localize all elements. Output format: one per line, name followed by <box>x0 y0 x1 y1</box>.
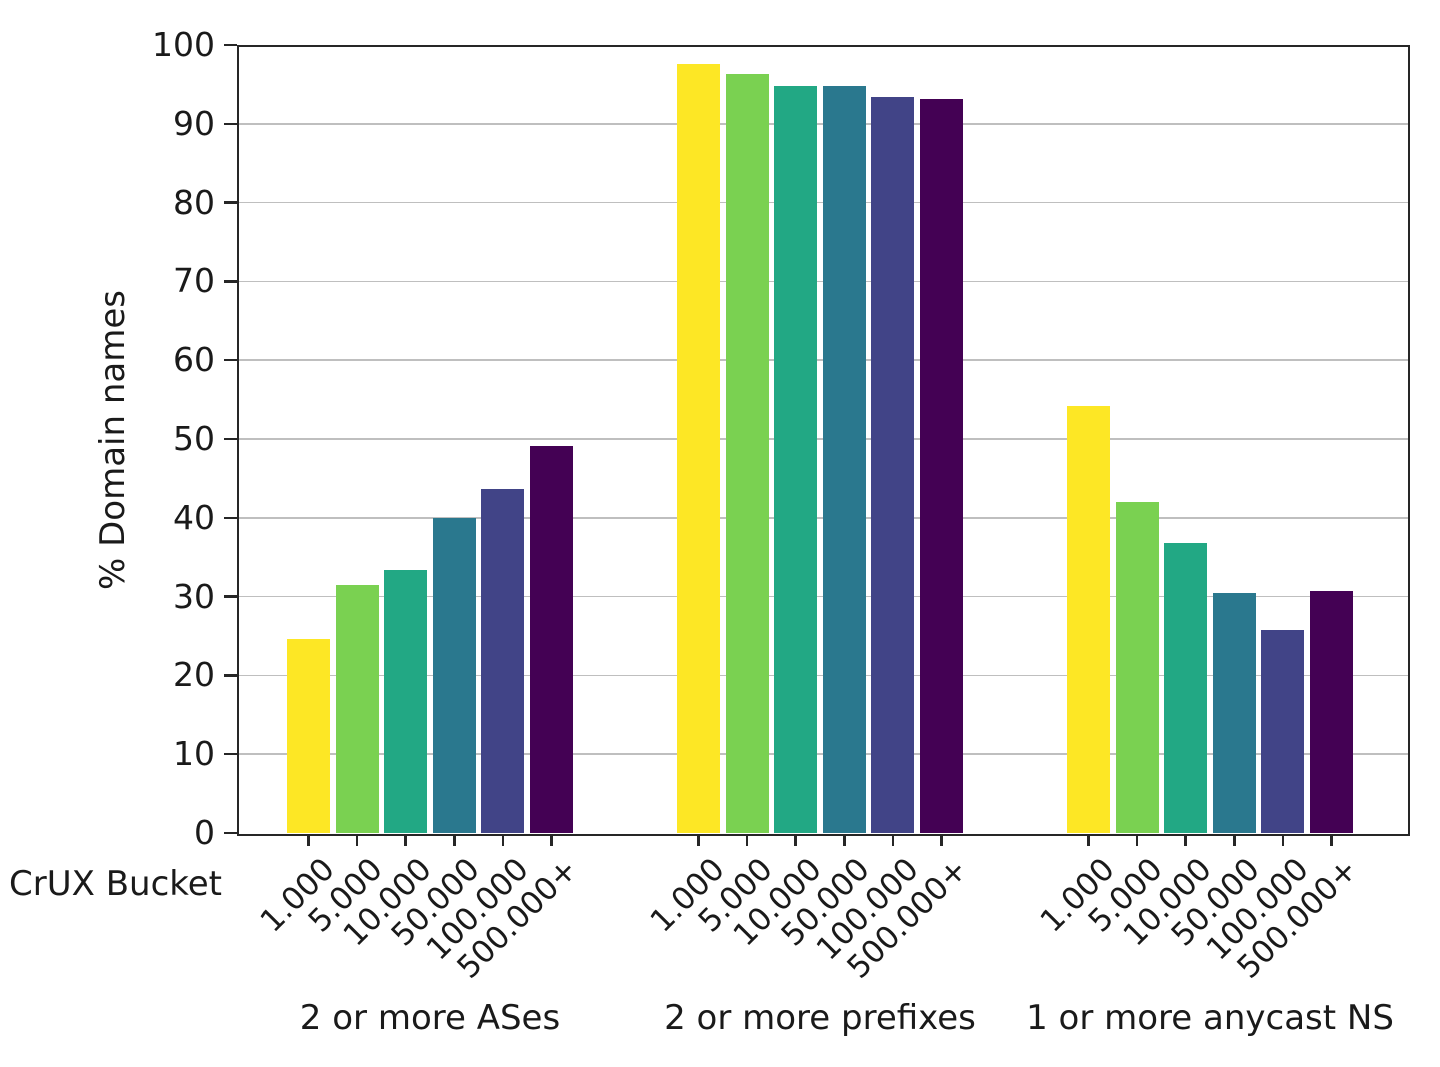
y-tick-label: 100 <box>152 25 215 64</box>
y-tick-label: 20 <box>173 655 215 695</box>
x-tick <box>453 835 456 846</box>
bar-1-or-more-anycast-ns-500.000+ <box>1310 591 1353 833</box>
bar-1-or-more-anycast-ns-10.000 <box>1164 543 1207 833</box>
y-tick <box>224 122 237 126</box>
y-tick-label: 40 <box>173 497 215 537</box>
y-tick <box>224 43 237 47</box>
x-tick <box>843 835 846 846</box>
y-tick <box>224 831 237 835</box>
group-label: 2 or more prefixes <box>664 998 976 1038</box>
bar-2-or-more-ases-500.000+ <box>530 446 573 833</box>
x-axis-caption: CrUX Bucket <box>9 864 222 904</box>
y-tick-label: 90 <box>173 103 215 143</box>
x-tick <box>794 835 797 846</box>
y-tick-label: 0 <box>194 813 215 852</box>
x-tick <box>1135 835 1139 846</box>
bar-1-or-more-anycast-ns-50.000 <box>1213 593 1256 833</box>
bar-2-or-more-prefixes-500.000+ <box>920 98 963 833</box>
x-tick <box>355 835 359 846</box>
x-tick <box>697 835 700 846</box>
y-tick <box>224 437 237 441</box>
bar-1-or-more-anycast-ns-5.000 <box>1116 502 1159 833</box>
x-tick <box>550 835 553 846</box>
y-tick <box>224 595 237 598</box>
x-tick <box>745 835 749 846</box>
bar-2-or-more-prefixes-100.000 <box>871 97 914 833</box>
y-tick <box>224 674 237 677</box>
x-tick <box>307 835 310 846</box>
y-tick-label: 80 <box>173 182 215 222</box>
x-tick <box>1087 835 1090 846</box>
x-tick <box>1233 835 1236 846</box>
y-tick-label: 30 <box>173 576 215 616</box>
x-tick <box>501 835 505 846</box>
y-tick-label: 70 <box>173 261 215 301</box>
y-tick <box>224 201 237 204</box>
bar-2-or-more-ases-1.000 <box>287 639 330 833</box>
x-tick <box>1281 835 1285 846</box>
y-tick <box>224 358 237 362</box>
bar-2-or-more-prefixes-50.000 <box>823 85 866 833</box>
bar-2-or-more-ases-10.000 <box>384 569 427 833</box>
x-tick <box>1330 835 1333 846</box>
bar-2-or-more-ases-5.000 <box>336 584 379 833</box>
x-tick <box>891 835 895 846</box>
x-tick <box>404 835 407 846</box>
y-tick-label: 50 <box>173 419 215 458</box>
y-tick-label: 10 <box>173 734 215 774</box>
y-tick <box>224 280 237 283</box>
y-tick <box>224 752 237 756</box>
group-label: 2 or more ASes <box>299 998 561 1038</box>
bar-2-or-more-ases-100.000 <box>481 489 524 833</box>
bar-1-or-more-anycast-ns-1.000 <box>1067 405 1110 833</box>
x-tick <box>940 835 943 846</box>
bar-2-or-more-prefixes-10.000 <box>774 85 817 833</box>
group-label: 1 or more anycast NS <box>1026 998 1394 1038</box>
bar-2-or-more-ases-50.000 <box>433 517 476 833</box>
bar-2-or-more-prefixes-1.000 <box>677 63 720 833</box>
x-tick <box>1184 835 1187 846</box>
bar-2-or-more-prefixes-5.000 <box>726 74 769 833</box>
y-tick-label: 60 <box>173 340 215 380</box>
bar-1-or-more-anycast-ns-100.000 <box>1261 629 1304 833</box>
y-tick <box>224 516 237 520</box>
